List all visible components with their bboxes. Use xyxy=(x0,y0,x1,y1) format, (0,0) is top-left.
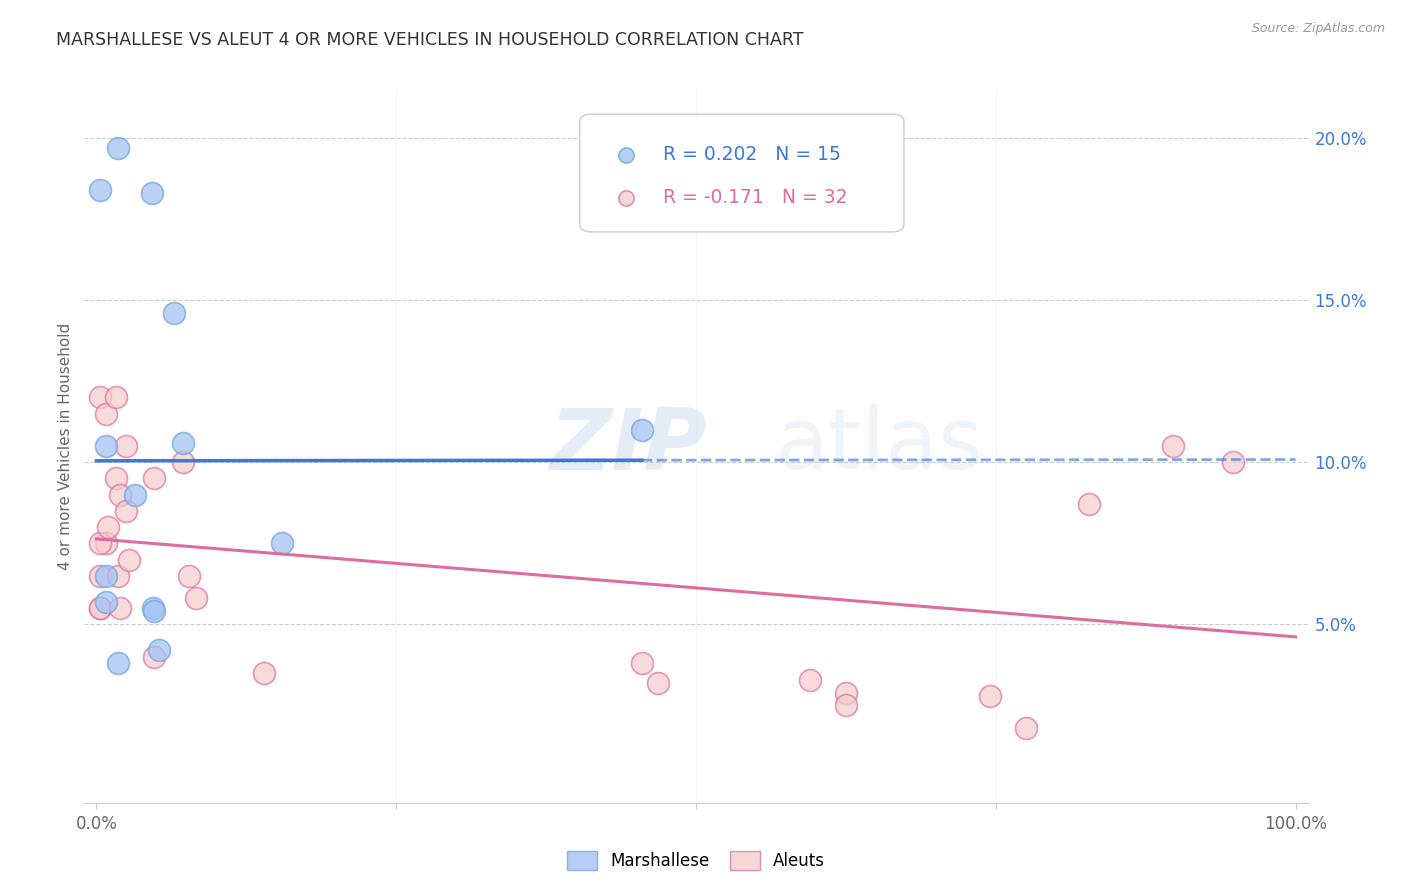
Point xyxy=(104,471,127,485)
Point xyxy=(89,536,111,550)
Text: Source: ZipAtlas.com: Source: ZipAtlas.com xyxy=(1251,22,1385,36)
Point xyxy=(835,685,858,699)
Point xyxy=(141,186,163,200)
Point xyxy=(115,439,138,453)
Text: atlas: atlas xyxy=(776,404,983,488)
Point xyxy=(253,666,276,681)
Point xyxy=(115,504,138,518)
Point xyxy=(94,407,117,421)
Point xyxy=(799,673,821,687)
Point xyxy=(94,568,117,582)
Point xyxy=(89,568,111,582)
Point xyxy=(89,601,111,615)
Point xyxy=(107,657,129,671)
Point xyxy=(104,390,127,404)
Text: R = 0.202   N = 15: R = 0.202 N = 15 xyxy=(664,145,841,164)
Point xyxy=(1222,455,1244,469)
Point xyxy=(97,520,120,534)
Point xyxy=(172,455,194,469)
Point xyxy=(118,552,141,566)
Point xyxy=(1161,439,1184,453)
Point xyxy=(184,591,207,606)
Y-axis label: 4 or more Vehicles in Household: 4 or more Vehicles in Household xyxy=(58,322,73,570)
Text: MARSHALLESE VS ALEUT 4 OR MORE VEHICLES IN HOUSEHOLD CORRELATION CHART: MARSHALLESE VS ALEUT 4 OR MORE VEHICLES … xyxy=(56,31,804,49)
Point xyxy=(107,140,129,154)
Point xyxy=(110,488,132,502)
Point xyxy=(110,601,132,615)
Point xyxy=(979,689,1001,703)
Point xyxy=(89,183,111,197)
Point xyxy=(148,643,170,657)
Point xyxy=(163,306,186,320)
Point xyxy=(94,595,117,609)
Point xyxy=(631,657,654,671)
Point xyxy=(94,536,117,550)
Point xyxy=(271,536,294,550)
Text: R = -0.171   N = 32: R = -0.171 N = 32 xyxy=(664,188,848,207)
Point xyxy=(124,488,146,502)
Text: ZIP: ZIP xyxy=(550,404,707,488)
Point xyxy=(107,568,129,582)
Point xyxy=(1078,497,1101,511)
Point xyxy=(631,423,654,437)
Point xyxy=(177,568,200,582)
Point xyxy=(89,601,111,615)
Point xyxy=(172,435,194,450)
Point xyxy=(142,649,165,664)
Point xyxy=(142,471,165,485)
Point xyxy=(142,601,165,615)
Point xyxy=(1015,721,1038,735)
FancyBboxPatch shape xyxy=(579,114,904,232)
Point xyxy=(835,698,858,713)
Point xyxy=(94,439,117,453)
Point xyxy=(647,675,669,690)
Point xyxy=(89,390,111,404)
Legend: Marshallese, Aleuts: Marshallese, Aleuts xyxy=(561,844,831,877)
Point xyxy=(142,604,165,618)
